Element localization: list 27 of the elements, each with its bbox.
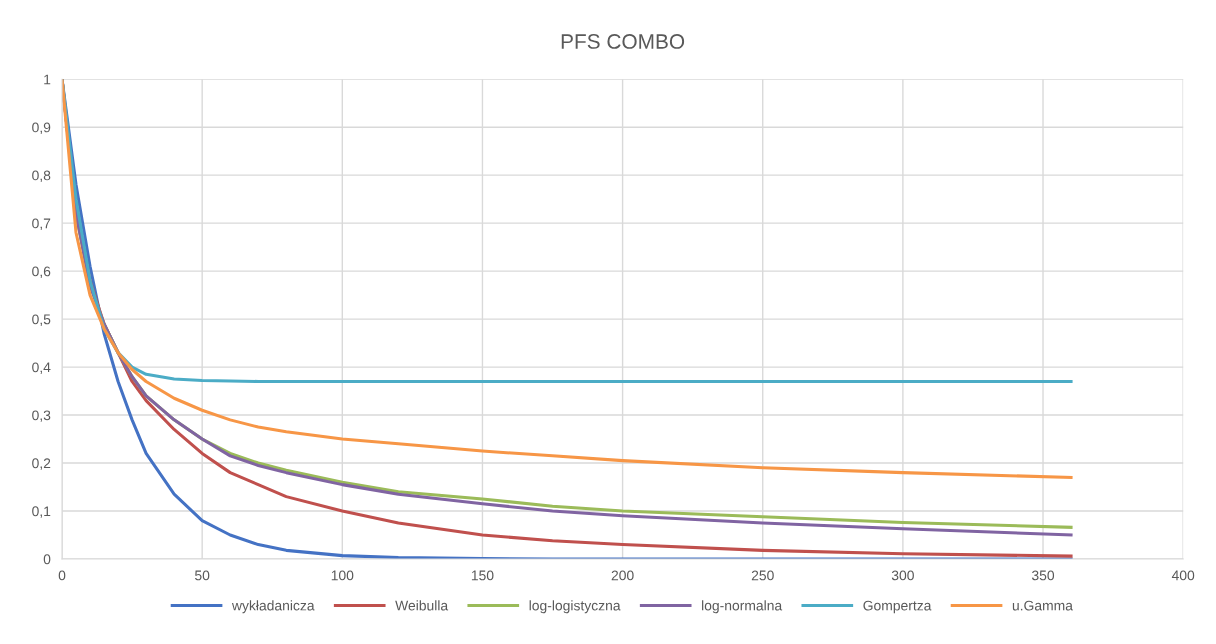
- legend-label: wykładanicza: [231, 600, 315, 614]
- legend-label: u.Gamma: [1012, 600, 1073, 611]
- x-tick-label: 50: [194, 570, 210, 581]
- y-tick-label: 0,4: [32, 362, 51, 374]
- x-tick-label: 250: [751, 570, 774, 581]
- y-tick-label: 0,7: [32, 218, 51, 230]
- y-tick-label: 0,8: [32, 170, 51, 182]
- legend-label: log-logistyczna: [529, 600, 621, 614]
- x-tick-label: 300: [891, 570, 914, 581]
- y-tick-label: 0,6: [32, 266, 51, 278]
- y-tick-label: 0,2: [32, 458, 51, 470]
- x-tick-label: 150: [471, 570, 494, 581]
- legend-label: Weibulla: [395, 600, 449, 611]
- y-tick-label: 0,3: [32, 410, 51, 422]
- x-tick-label: 0: [58, 570, 66, 581]
- x-tick-label: 350: [1031, 570, 1055, 581]
- x-tick-label: 400: [1171, 570, 1195, 581]
- y-tick-label: 0,9: [32, 122, 51, 134]
- y-tick-label: 0,1: [32, 506, 51, 518]
- x-tick-label: 100: [331, 570, 354, 581]
- legend-label: Gompertza: [863, 600, 932, 614]
- y-tick-label: 0,5: [32, 314, 51, 326]
- chart-title: PFS COMBO: [561, 34, 685, 49]
- x-tick-label: 200: [611, 570, 634, 581]
- y-tick-label: 0: [43, 554, 51, 565]
- y-tick-label: 1: [44, 74, 51, 85]
- legend-label: log-normalna: [702, 600, 783, 614]
